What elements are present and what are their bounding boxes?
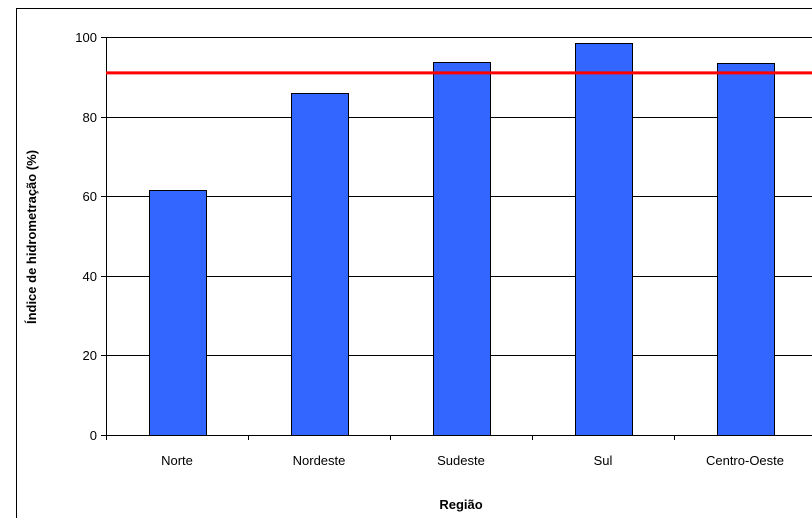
y-tick-label: 100 <box>75 30 97 45</box>
x-tick-label: Norte <box>161 453 193 468</box>
chart-area-border <box>17 9 812 519</box>
y-tick-label: 20 <box>83 348 97 363</box>
y-tick-label: 60 <box>83 189 97 204</box>
bar <box>434 63 491 436</box>
y-axis-title: Índice de hidrometração (%) <box>24 150 39 324</box>
x-axis-title: Região <box>439 497 482 512</box>
y-tick-label: 40 <box>83 269 97 284</box>
x-tick-label: Sul <box>594 453 613 468</box>
x-tick-label: Nordeste <box>293 453 346 468</box>
bar <box>718 64 775 436</box>
bar <box>292 94 349 436</box>
x-tick-label: Sudeste <box>437 453 485 468</box>
bar <box>576 44 633 436</box>
y-tick-label: 0 <box>90 428 97 443</box>
x-tick-label: Centro-Oeste <box>706 453 784 468</box>
y-tick-label: 80 <box>83 110 97 125</box>
bar <box>150 191 207 436</box>
